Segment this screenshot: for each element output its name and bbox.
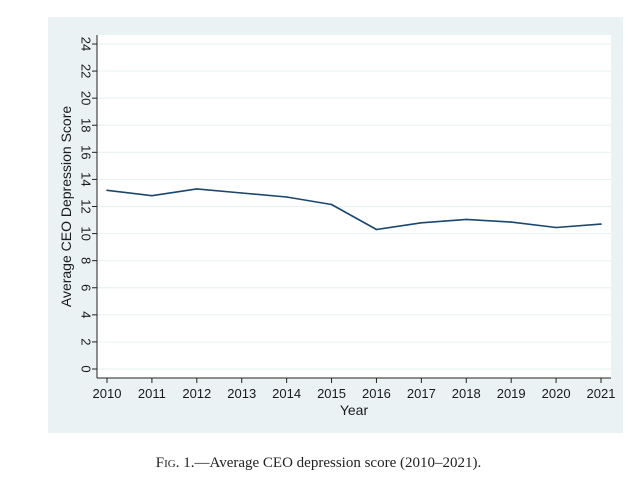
x-tick-label: 2011 [138, 386, 166, 401]
y-tick-label: 0 [79, 365, 94, 372]
data-point [106, 189, 108, 192]
y-tick-label: 24 [79, 37, 94, 51]
y-tick-label: 14 [79, 172, 94, 186]
caption-prefix: Fig. 1. [155, 455, 195, 471]
data-point [196, 188, 198, 190]
y-tick-label: 12 [79, 199, 94, 213]
y-tick-label: 8 [79, 257, 94, 264]
axes [92, 35, 611, 383]
data-point [555, 226, 557, 229]
gridlines [97, 43, 611, 370]
data-point [285, 196, 288, 198]
y-tick-label: 10 [79, 226, 94, 240]
x-tick-label: 2013 [227, 386, 256, 401]
y-tick-label: 2 [79, 338, 94, 345]
data-point [151, 194, 153, 197]
y-tick-label: 18 [79, 118, 94, 132]
x-tick-label: 2021 [587, 386, 616, 401]
y-axis-title: Average CEO Depression Score [58, 106, 74, 307]
figure-panel: 0 2 4 6 8 10 12 14 16 18 20 22 24 2010 2011 2012 2013 201… [48, 17, 623, 433]
x-tick-label: 2016 [362, 386, 391, 401]
data-point [420, 221, 423, 224]
y-tick-label: 6 [79, 284, 94, 291]
y-tick-label: 4 [79, 311, 94, 318]
series-layer [106, 188, 602, 231]
y-tick-label: 20 [79, 91, 94, 105]
x-tick-label: 2019 [497, 386, 526, 401]
y-tick-label: 16 [79, 145, 94, 159]
x-axis-title: Year [340, 402, 369, 418]
caption-text: —Average CEO depression score (2010–2021… [194, 455, 482, 471]
data-point [240, 192, 243, 194]
x-tick-label: 2010 [93, 386, 122, 401]
data-point [330, 203, 333, 206]
series-line [106, 188, 602, 231]
x-tick-label: 2020 [542, 386, 571, 401]
data-point [510, 221, 512, 223]
figure-caption: Fig. 1.—Average CEO depression score (20… [0, 455, 637, 472]
y-tick-label: 22 [79, 64, 94, 78]
x-tick-label: 2012 [182, 386, 211, 401]
x-tick-label: 2015 [317, 386, 346, 401]
data-point [375, 228, 378, 231]
x-tick-label: 2018 [452, 386, 481, 401]
data-point [600, 223, 602, 225]
x-tick-label: 2017 [407, 386, 436, 401]
data-point [465, 218, 468, 221]
x-tick-label: 2014 [272, 386, 301, 401]
